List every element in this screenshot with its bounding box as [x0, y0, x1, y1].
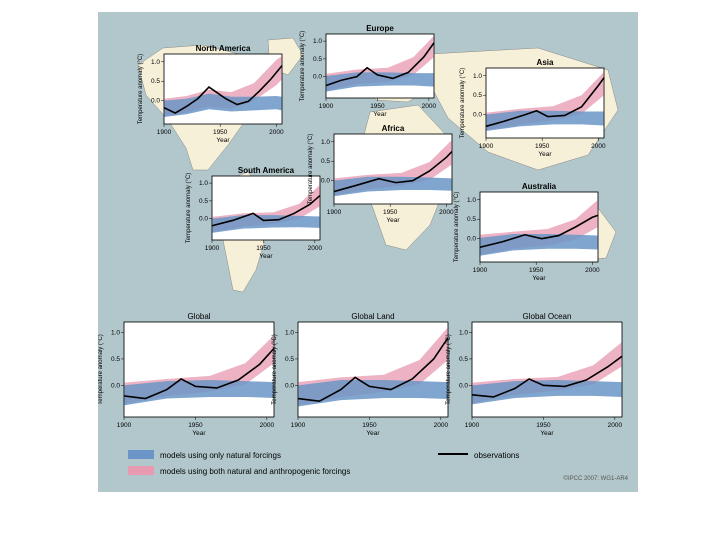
svg-text:2000: 2000 — [308, 245, 323, 252]
svg-text:1.0: 1.0 — [473, 73, 482, 80]
svg-text:Temperature anomaly (°C): Temperature anomaly (°C) — [272, 334, 278, 404]
svg-text:Temperature anomaly (°C): Temperature anomaly (°C) — [446, 334, 452, 404]
svg-text:Temperature anomaly (°C): Temperature anomaly (°C) — [454, 192, 460, 262]
svg-text:Europe: Europe — [366, 24, 394, 33]
svg-text:1950: 1950 — [383, 209, 398, 216]
panel-au: Australia 0.0 0.5 1.0 1900 1950 2000 Year Temper… — [454, 182, 600, 282]
svg-text:Year: Year — [366, 430, 380, 437]
svg-text:1950: 1950 — [529, 267, 544, 274]
svg-text:0.0: 0.0 — [285, 382, 294, 389]
svg-text:Africa: Africa — [382, 124, 405, 133]
svg-text:Global Ocean: Global Ocean — [523, 312, 572, 321]
svg-text:Global Land: Global Land — [351, 312, 394, 321]
panel-gll: Global Land 0.0 0.5 1.0 1900 1950 2000 Year Temp… — [272, 312, 448, 437]
svg-text:1900: 1900 — [473, 267, 488, 274]
svg-text:2000: 2000 — [439, 209, 454, 216]
svg-text:0.0: 0.0 — [467, 236, 476, 243]
svg-text:Year: Year — [532, 275, 546, 282]
svg-text:0.0: 0.0 — [151, 98, 160, 105]
svg-text:0.5: 0.5 — [459, 356, 468, 363]
svg-text:1900: 1900 — [479, 143, 494, 150]
svg-text:1.0: 1.0 — [199, 180, 208, 187]
svg-text:Temperature anomaly (°C): Temperature anomaly (°C) — [308, 134, 314, 204]
svg-text:Year: Year — [192, 430, 206, 437]
svg-text:1.0: 1.0 — [285, 330, 294, 337]
svg-text:2000: 2000 — [608, 422, 623, 429]
panel-gl: Global 0.0 0.5 1.0 1900 1950 2000 Year Temperatu… — [98, 312, 274, 437]
svg-text:Year: Year — [259, 253, 273, 260]
svg-text:1.0: 1.0 — [111, 330, 120, 337]
svg-text:0.0: 0.0 — [459, 382, 468, 389]
svg-text:Global: Global — [187, 312, 210, 321]
svg-text:South America: South America — [238, 166, 295, 175]
svg-text:0.5: 0.5 — [111, 356, 120, 363]
svg-text:Asia: Asia — [537, 58, 554, 67]
svg-text:1900: 1900 — [117, 422, 132, 429]
svg-text:Australia: Australia — [522, 182, 557, 191]
svg-text:©IPCC 2007: WG1-AR4: ©IPCC 2007: WG1-AR4 — [564, 475, 629, 482]
svg-text:0.0: 0.0 — [321, 178, 330, 185]
svg-text:1950: 1950 — [256, 245, 271, 252]
svg-text:2000: 2000 — [260, 422, 275, 429]
svg-text:1950: 1950 — [536, 422, 551, 429]
svg-text:1900: 1900 — [205, 245, 220, 252]
svg-text:models using both natural and: models using both natural and anthropoge… — [160, 467, 350, 476]
svg-text:0.5: 0.5 — [285, 356, 294, 363]
svg-text:0.0: 0.0 — [199, 216, 208, 223]
svg-text:Year: Year — [540, 430, 554, 437]
svg-text:Year: Year — [538, 151, 552, 158]
svg-text:0.5: 0.5 — [467, 216, 476, 223]
svg-text:Temperature anomaly (°C): Temperature anomaly (°C) — [138, 54, 144, 124]
panel-glo: Global Ocean 0.0 0.5 1.0 1900 1950 2000 Year Tem… — [446, 312, 622, 437]
svg-text:1950: 1950 — [213, 129, 228, 136]
svg-text:1950: 1950 — [188, 422, 203, 429]
svg-text:1.0: 1.0 — [313, 38, 322, 45]
svg-text:2000: 2000 — [434, 422, 449, 429]
svg-text:models using only natural forc: models using only natural forcings — [160, 451, 281, 460]
svg-text:2000: 2000 — [585, 267, 600, 274]
svg-text:Temperature anomaly (°C): Temperature anomaly (°C) — [460, 68, 466, 138]
svg-text:1950: 1950 — [370, 103, 385, 110]
svg-text:1950: 1950 — [362, 422, 377, 429]
svg-text:0.0: 0.0 — [111, 382, 120, 389]
svg-text:1900: 1900 — [327, 209, 342, 216]
svg-text:0.5: 0.5 — [199, 198, 208, 205]
svg-text:North America: North America — [196, 44, 251, 53]
svg-text:Year: Year — [373, 111, 387, 118]
svg-text:observations: observations — [474, 451, 519, 460]
panel-eu: Europe 0.0 0.5 1.0 1900 1950 2000 Year Temperatu… — [300, 24, 436, 118]
svg-text:0.5: 0.5 — [313, 56, 322, 63]
svg-text:1900: 1900 — [291, 422, 306, 429]
svg-text:2000: 2000 — [591, 143, 606, 150]
svg-text:Year: Year — [216, 137, 230, 144]
legend: models using only natural forcings models… — [128, 450, 629, 482]
svg-text:2000: 2000 — [422, 103, 437, 110]
svg-text:2000: 2000 — [269, 129, 284, 136]
svg-text:1.0: 1.0 — [321, 139, 330, 146]
svg-text:1.0: 1.0 — [459, 330, 468, 337]
svg-text:Temperature anomaly (°C): Temperature anomaly (°C) — [186, 173, 192, 243]
svg-text:1.0: 1.0 — [467, 197, 476, 204]
svg-text:1900: 1900 — [157, 129, 172, 136]
svg-text:0.0: 0.0 — [313, 74, 322, 81]
svg-text:Year: Year — [386, 217, 400, 224]
svg-text:Temperature anomaly (°C): Temperature anomaly (°C) — [300, 31, 306, 101]
svg-text:0.5: 0.5 — [151, 78, 160, 85]
svg-text:1900: 1900 — [319, 103, 334, 110]
svg-text:1950: 1950 — [535, 143, 550, 150]
svg-text:0.5: 0.5 — [321, 158, 330, 165]
svg-text:1.0: 1.0 — [151, 59, 160, 66]
svg-text:0.0: 0.0 — [473, 112, 482, 119]
svg-text:1900: 1900 — [465, 422, 480, 429]
svg-text:0.5: 0.5 — [473, 92, 482, 99]
svg-text:Temperature anomaly (°C): Temperature anomaly (°C) — [98, 334, 104, 404]
figure-svg: North America 0.0 0.5 1.0 1900 1950 2000 Year Te… — [98, 12, 638, 492]
figure-frame: North America 0.0 0.5 1.0 1900 1950 2000 Year Te… — [98, 12, 638, 492]
